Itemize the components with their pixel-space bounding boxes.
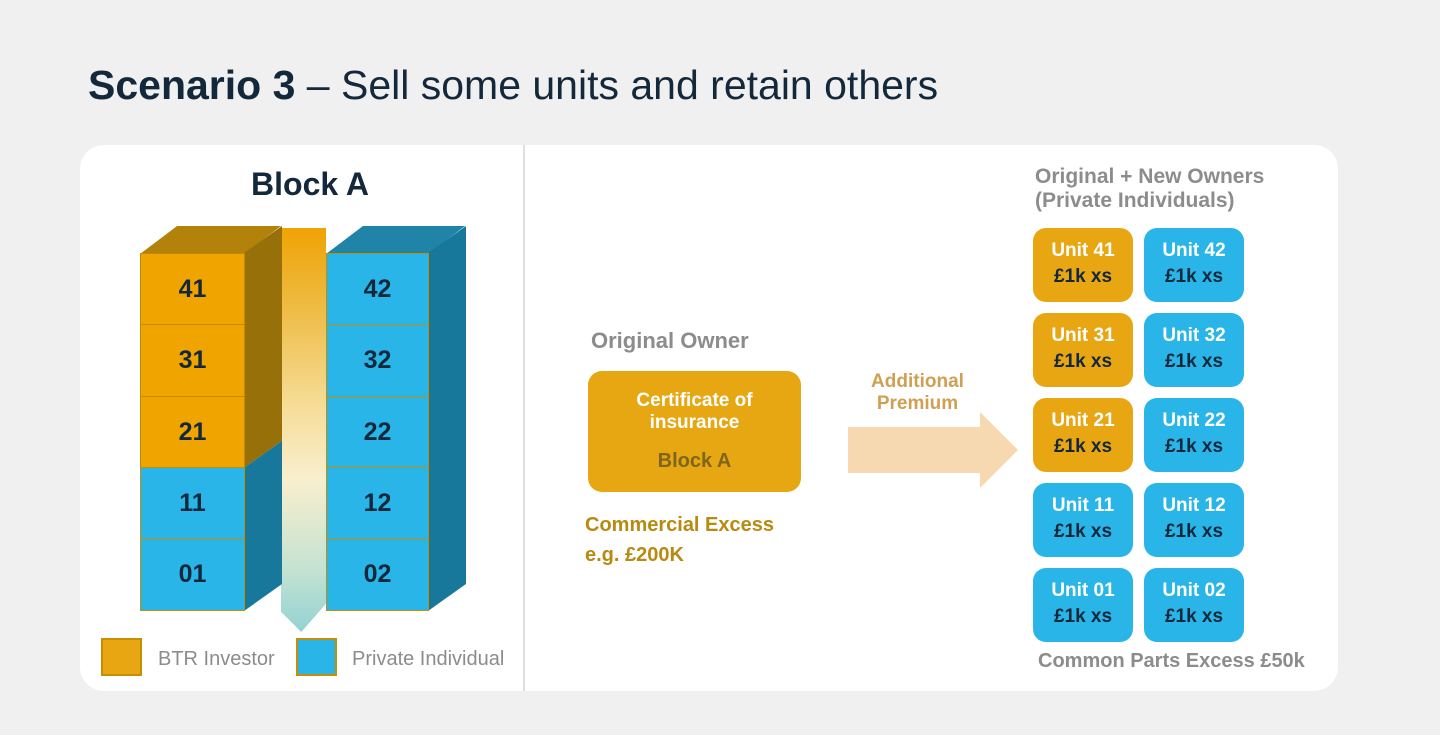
unit-excess: £1k xs xyxy=(1164,351,1224,372)
building-floor: 02 xyxy=(326,538,429,612)
units-grid: Unit 41 £1k xs Unit 42 £1k xs Unit 31 £1… xyxy=(1033,228,1244,642)
unit-excess: £1k xs xyxy=(1053,266,1113,287)
building-floor: 21 xyxy=(140,395,245,469)
right-tower: 42 32 22 12 02 xyxy=(326,253,429,612)
certificate-subtitle: Block A xyxy=(657,450,732,472)
certificate-box: Certificate of insurance Block A xyxy=(588,371,801,492)
owners-heading-line2: (Private Individuals) xyxy=(1035,189,1235,212)
premium-arrow-head-icon xyxy=(980,412,1018,488)
unit-name: Unit 01 xyxy=(1051,580,1115,601)
unit-name: Unit 21 xyxy=(1051,410,1115,431)
unit-card: Unit 11 £1k xs xyxy=(1033,483,1133,557)
unit-excess: £1k xs xyxy=(1164,606,1224,627)
building-floor: 31 xyxy=(140,324,245,397)
building-floor: 12 xyxy=(326,467,429,540)
building-floor: 11 xyxy=(140,467,245,540)
owners-heading: Original + New Owners (Private Individua… xyxy=(1035,165,1335,213)
legend-label-btr: BTR Investor xyxy=(158,648,275,670)
left-tower-side-face xyxy=(244,226,282,611)
legend-swatch-btr xyxy=(101,638,142,676)
premium-arrow-body xyxy=(848,427,980,473)
unit-card: Unit 42 £1k xs xyxy=(1144,228,1244,302)
unit-name: Unit 22 xyxy=(1162,410,1226,431)
page-title-rest: – Sell some units and retain others xyxy=(295,62,939,108)
commercial-excess-label: Commercial Excess xyxy=(585,514,775,536)
unit-card: Unit 12 £1k xs xyxy=(1144,483,1244,557)
left-tower-side-upper xyxy=(244,226,282,468)
unit-card: Unit 41 £1k xs xyxy=(1033,228,1133,302)
original-owner-heading: Original Owner xyxy=(591,328,749,353)
panel-divider xyxy=(523,145,525,691)
unit-excess: £1k xs xyxy=(1053,521,1113,542)
page-title: Scenario 3 – Sell some units and retain … xyxy=(88,62,938,109)
legend-swatch-private xyxy=(296,638,337,676)
additional-premium-line2: Premium xyxy=(876,393,959,414)
unit-card: Unit 01 £1k xs xyxy=(1033,568,1133,642)
left-tower-side-lower xyxy=(244,440,282,611)
unit-excess: £1k xs xyxy=(1164,266,1224,287)
unit-excess: £1k xs xyxy=(1164,521,1224,542)
building-floor: 32 xyxy=(326,324,429,397)
unit-name: Unit 42 xyxy=(1162,240,1226,261)
building-floor: 41 xyxy=(140,253,245,326)
common-parts-excess-footer: Common Parts Excess £50k xyxy=(1038,650,1305,672)
unit-card: Unit 32 £1k xs xyxy=(1144,313,1244,387)
additional-premium-label: Additional Premium xyxy=(840,371,995,415)
unit-name: Unit 32 xyxy=(1162,325,1226,346)
page-title-emphasis: Scenario 3 xyxy=(88,62,296,108)
unit-name: Unit 31 xyxy=(1051,325,1115,346)
unit-card: Unit 21 £1k xs xyxy=(1033,398,1133,472)
unit-card: Unit 02 £1k xs xyxy=(1144,568,1244,642)
unit-excess: £1k xs xyxy=(1164,436,1224,457)
building-floor: 22 xyxy=(326,395,429,469)
building-floor: 01 xyxy=(140,538,245,612)
certificate-title: Certificate of insurance xyxy=(636,390,753,433)
unit-name: Unit 11 xyxy=(1051,495,1115,516)
unit-excess: £1k xs xyxy=(1053,351,1113,372)
block-heading: Block A xyxy=(251,166,369,202)
unit-name: Unit 41 xyxy=(1051,240,1115,261)
right-tower-side-face xyxy=(428,226,466,611)
left-tower: 41 31 21 11 01 xyxy=(140,253,245,612)
unit-excess: £1k xs xyxy=(1053,436,1113,457)
additional-premium-line1: Additional xyxy=(871,371,964,392)
building-core-gradient xyxy=(281,228,326,632)
unit-card: Unit 31 £1k xs xyxy=(1033,313,1133,387)
unit-name: Unit 12 xyxy=(1162,495,1226,516)
unit-card: Unit 22 £1k xs xyxy=(1144,398,1244,472)
legend-label-private: Private Individual xyxy=(352,648,505,670)
building-floor: 42 xyxy=(326,253,429,326)
commercial-excess-value: e.g. £200K xyxy=(585,544,684,566)
owners-heading-line1: Original + New Owners xyxy=(1035,165,1265,188)
unit-name: Unit 02 xyxy=(1162,580,1226,601)
unit-excess: £1k xs xyxy=(1053,606,1113,627)
